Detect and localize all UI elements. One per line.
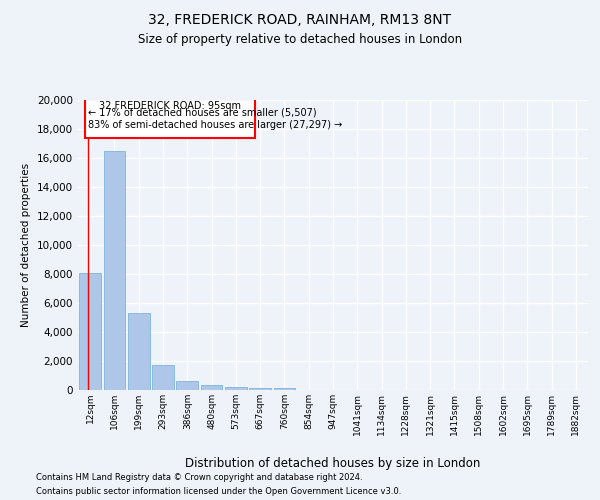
Text: Distribution of detached houses by size in London: Distribution of detached houses by size …: [185, 458, 481, 470]
Bar: [104, 151, 125, 390]
FancyBboxPatch shape: [85, 98, 255, 138]
Bar: [176, 380, 198, 390]
Y-axis label: Number of detached properties: Number of detached properties: [22, 163, 31, 327]
Bar: [128, 313, 149, 390]
Bar: [152, 364, 174, 390]
Bar: [249, 388, 271, 390]
Text: ← 17% of detached houses are smaller (5,507): ← 17% of detached houses are smaller (5,…: [88, 108, 317, 118]
Bar: [274, 388, 295, 390]
Text: Contains HM Land Registry data © Crown copyright and database right 2024.: Contains HM Land Registry data © Crown c…: [36, 472, 362, 482]
Text: 83% of semi-detached houses are larger (27,297) →: 83% of semi-detached houses are larger (…: [88, 120, 343, 130]
Text: 32, FREDERICK ROAD, RAINHAM, RM13 8NT: 32, FREDERICK ROAD, RAINHAM, RM13 8NT: [148, 12, 452, 26]
Text: Contains public sector information licensed under the Open Government Licence v3: Contains public sector information licen…: [36, 488, 401, 496]
Text: 32 FREDERICK ROAD: 95sqm: 32 FREDERICK ROAD: 95sqm: [99, 100, 241, 110]
Text: Size of property relative to detached houses in London: Size of property relative to detached ho…: [138, 32, 462, 46]
Bar: [79, 272, 101, 390]
Bar: [225, 387, 247, 390]
Bar: [200, 385, 223, 390]
